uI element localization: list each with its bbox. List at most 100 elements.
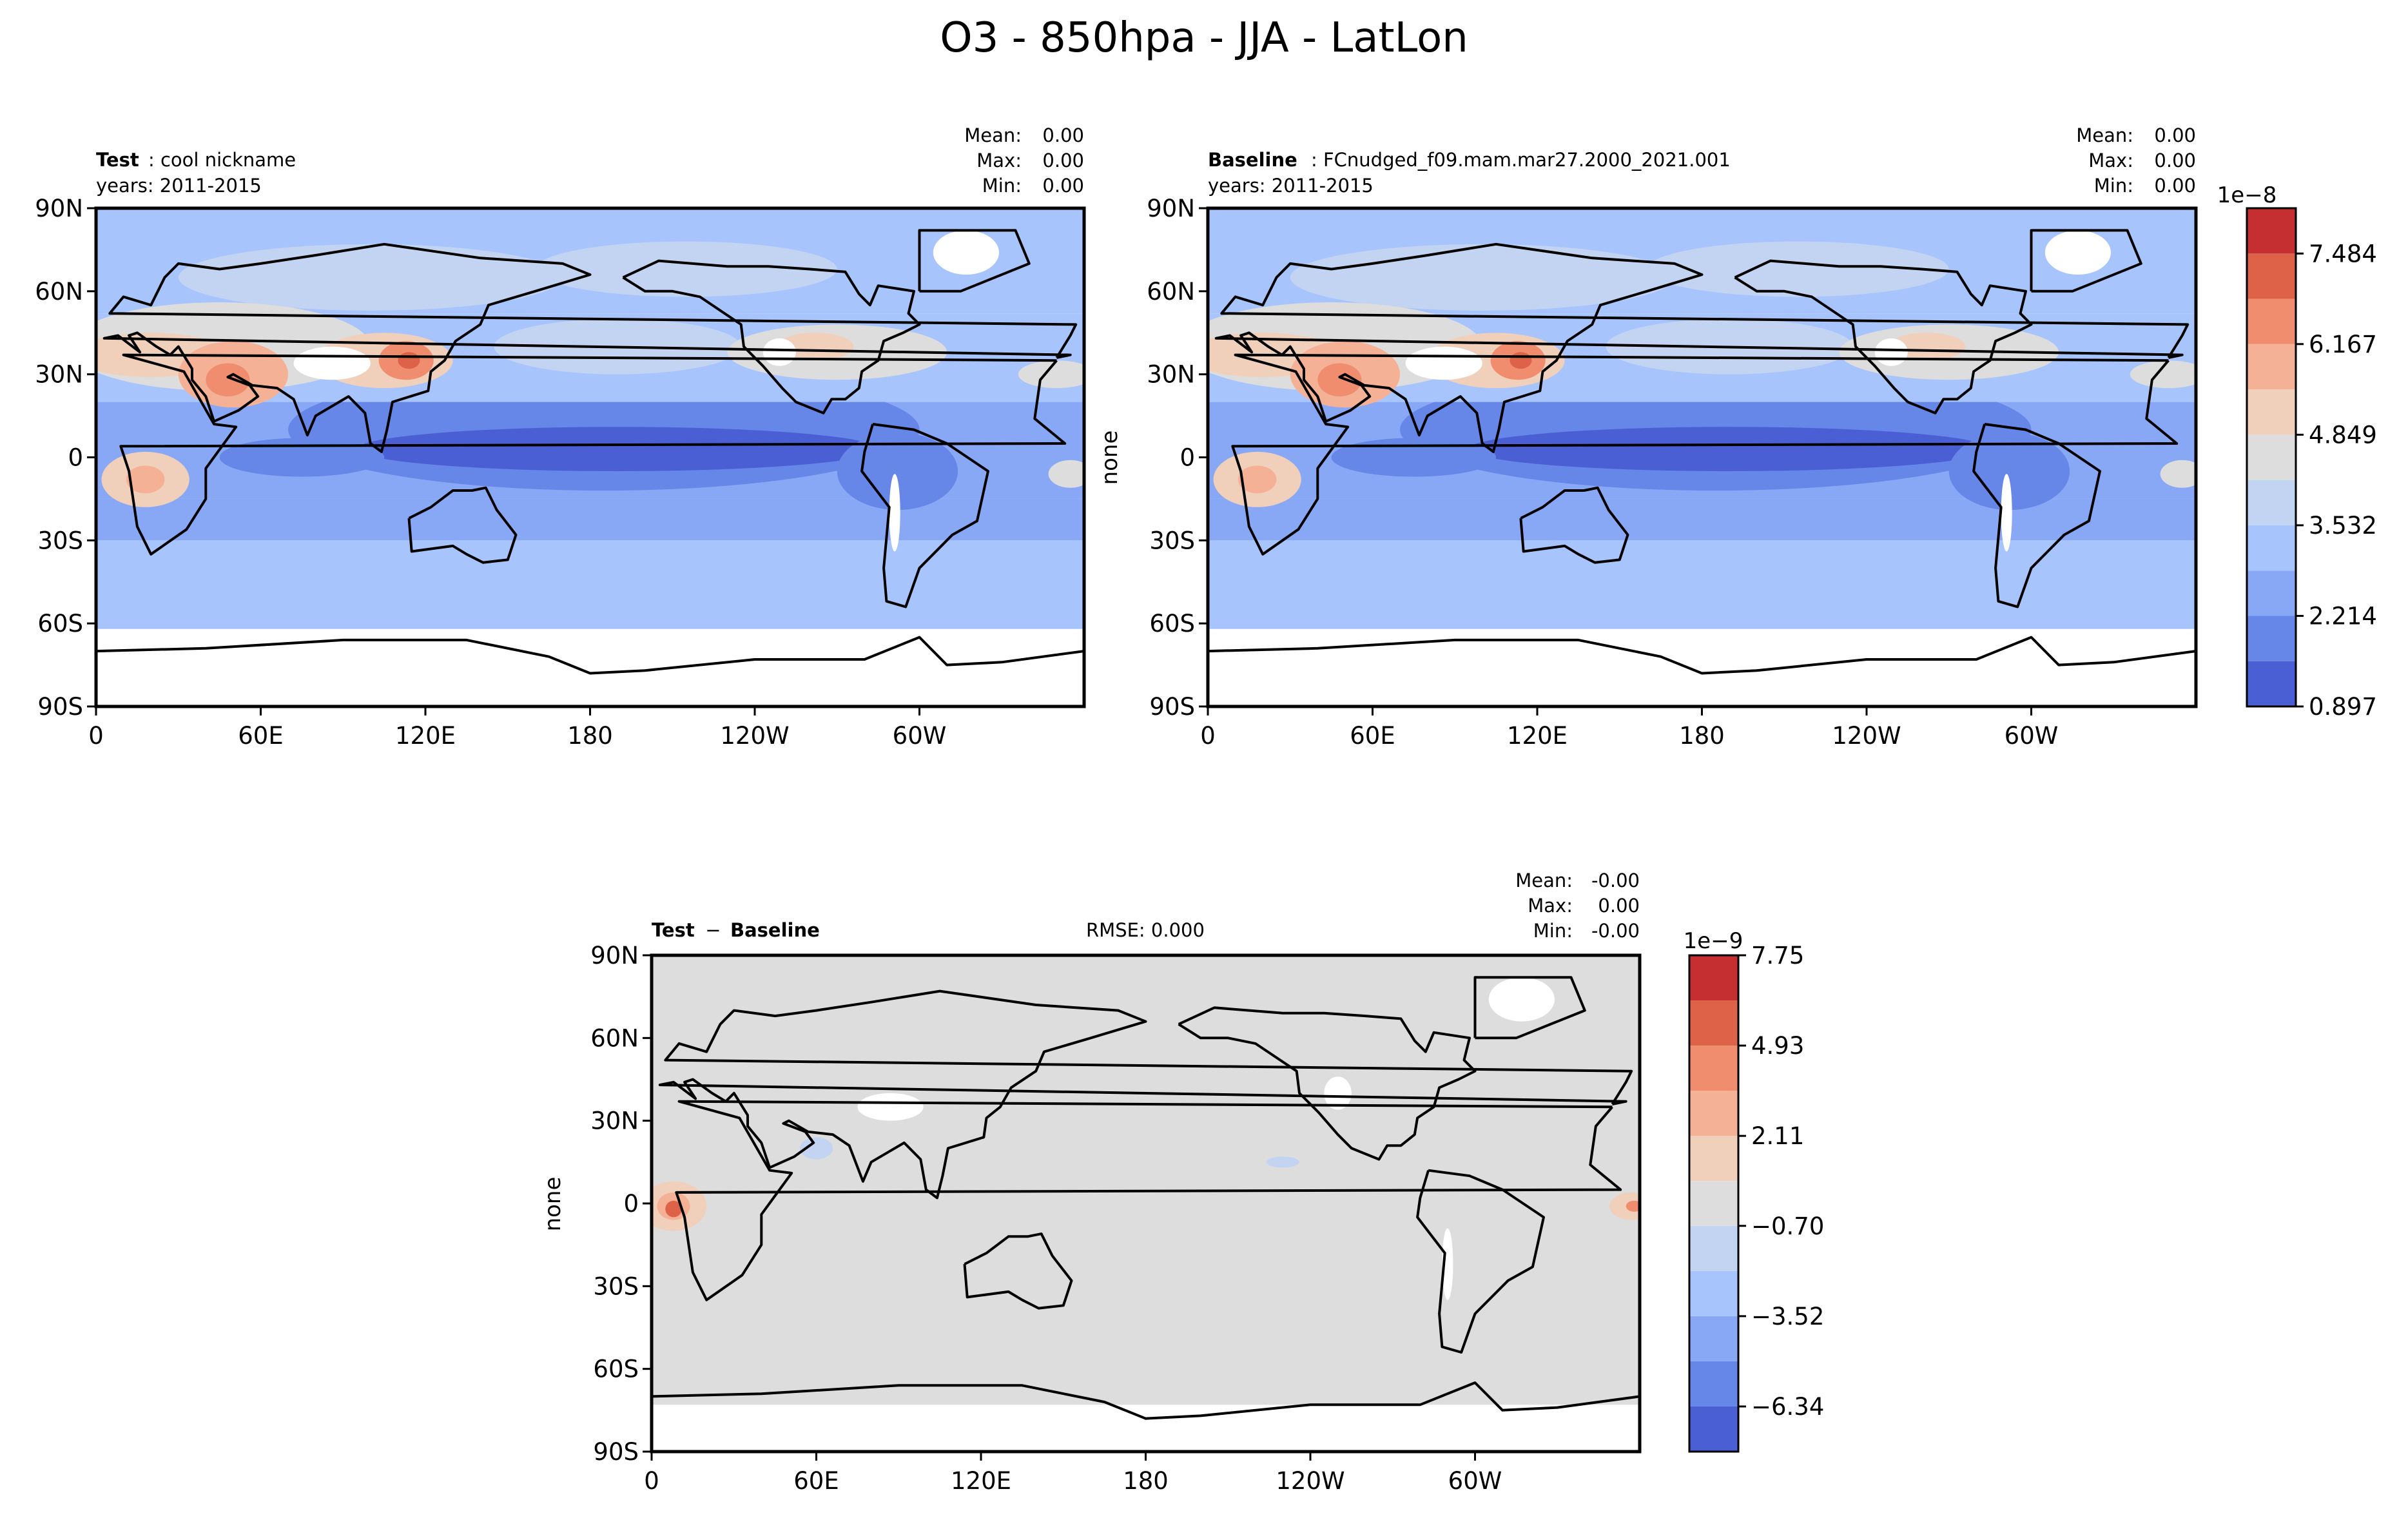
panel-title-bold: Baseline [1208, 149, 1297, 171]
y-ticks: 90N 60N 30N 0 30S 60S 90S [35, 195, 96, 721]
colorbar-segment [2247, 616, 2296, 661]
y-tick-label: 60S [37, 610, 83, 637]
stat-min-value: -0.00 [1591, 920, 1640, 942]
colorbar-main-exponent: 1e−8 [2217, 182, 2277, 208]
panel-title-rest: : FCnudged_f09.mam.mar27.2000_2021.001 [1311, 149, 1731, 171]
stat-max-value: 0.00 [1598, 895, 1640, 917]
y-tick-label: 60S [1149, 610, 1195, 637]
contour-region [1324, 1076, 1352, 1110]
y-axis-label: none [540, 1177, 566, 1232]
colorbar-segment [2247, 661, 2296, 706]
x-tick-label: 120E [1507, 722, 1568, 750]
colorbar-tick-label: 6.167 [2309, 331, 2377, 358]
contour-region [1468, 427, 1990, 471]
colorbar-segment [1689, 1091, 1738, 1136]
coastline [1208, 636, 2196, 675]
stat-min-label: Min: [1533, 920, 1573, 942]
contour-region [652, 1405, 1640, 1452]
y-tick-label: 0 [623, 1190, 639, 1218]
contour-region [1048, 460, 1084, 488]
y-tick-label: 30N [35, 361, 83, 389]
colorbar-tick-label: −3.52 [1751, 1303, 1824, 1330]
figure-title: O3 - 850hpa - JJA - LatLon [940, 14, 1468, 62]
contour-region [652, 955, 1640, 1452]
stat-max-label: Max: [2088, 150, 2133, 171]
contour-region [1609, 1192, 1640, 1220]
stat-mean-label: Mean: [2076, 124, 2133, 146]
contour-region [1208, 540, 2196, 629]
contour-region [96, 498, 1084, 541]
contour-region [1626, 1200, 1640, 1212]
x-tick-label: 60E [1350, 722, 1395, 750]
x-tick-label: 0 [644, 1467, 659, 1495]
contour-region [2160, 460, 2196, 488]
colorbar-segment [2247, 389, 2296, 435]
panel-baseline: 0 60E 120E 180 120W 60W 90N 60N 30N 0 30S 60S 90S n… [1097, 124, 2198, 750]
colorbar-segment [1689, 1406, 1738, 1452]
colorbar-segment [2247, 253, 2296, 299]
x-ticks: 0 60E 120E 180 120W 60W [1200, 706, 2058, 750]
colorbar-frame [1688, 954, 1740, 1453]
colorbar-segment [1689, 1316, 1738, 1361]
x-tick-label: 0 [88, 722, 104, 750]
contour-region [126, 465, 165, 494]
contour-region [799, 1137, 833, 1160]
panel-title-bold-2: Baseline [730, 919, 820, 941]
coastline [652, 1381, 1640, 1420]
contour-region [1317, 363, 1362, 397]
colorbar-tick-label: 0.897 [2309, 693, 2377, 721]
colorbar-segment [2247, 434, 2296, 480]
coastline [675, 1100, 1622, 1301]
coastline [102, 242, 1078, 453]
y-tick-label: 90S [37, 693, 83, 721]
x-tick-label: 60W [2005, 722, 2059, 750]
contour-region [1208, 498, 2196, 541]
stat-min-value: 0.00 [2154, 175, 2196, 197]
y-tick-label: 90S [1149, 693, 1195, 721]
colorbar-segment [1689, 955, 1738, 1001]
contour-region [398, 352, 420, 369]
contour-region [1488, 977, 1555, 1022]
contour-region [1238, 465, 1277, 494]
colorbar-segment [1689, 1225, 1738, 1271]
y-tick-label: 60N [590, 1024, 639, 1052]
contour-region [1874, 338, 1908, 366]
contour-region [96, 656, 1084, 706]
y-tick-label: 0 [1180, 444, 1195, 472]
x-tick-label: 60W [1448, 1467, 1502, 1495]
panel-title-rest: : cool nickname [148, 149, 296, 171]
panel-subtitle: years: 2011-2015 [1208, 175, 1374, 197]
colorbar-segment [1689, 1136, 1738, 1182]
colorbar-tick-label: 4.93 [1751, 1032, 1804, 1060]
coastline [963, 1232, 1073, 1310]
contour-region [1405, 346, 1482, 380]
colorbar-segment [1689, 1181, 1738, 1226]
coastline [1734, 259, 2033, 414]
x-tick-label: 60E [238, 722, 283, 750]
colorbar-frame [2246, 207, 2297, 708]
x-tick-label: 180 [567, 722, 613, 750]
y-tick-label: 90S [593, 1438, 639, 1466]
y-axis-label: none [1097, 431, 1123, 485]
field-layers [652, 955, 1640, 1452]
x-tick-label: 120W [1276, 1467, 1345, 1495]
colorbar-segment [2247, 525, 2296, 571]
x-tick-label: 120E [395, 722, 456, 750]
y-tick-label: 30N [590, 1107, 639, 1135]
map-field [96, 208, 1084, 706]
y-tick-label: 90N [590, 942, 639, 969]
x-tick-label: 180 [1679, 722, 1725, 750]
stat-min-label: Min: [982, 175, 1022, 197]
colorbar-tick-label: 3.532 [2309, 512, 2377, 540]
coastline [2030, 229, 2142, 293]
contour-region [762, 338, 796, 366]
colorbar-segment [2247, 480, 2296, 525]
x-tick-label: 60W [893, 722, 947, 750]
y-tick-label: 0 [68, 444, 83, 472]
colorbar-tick-label: 2.11 [1751, 1122, 1804, 1150]
coastline [1214, 242, 2190, 453]
contour-region [837, 432, 958, 511]
stat-mean-label: Mean: [1515, 870, 1573, 891]
coastline [918, 229, 1031, 293]
